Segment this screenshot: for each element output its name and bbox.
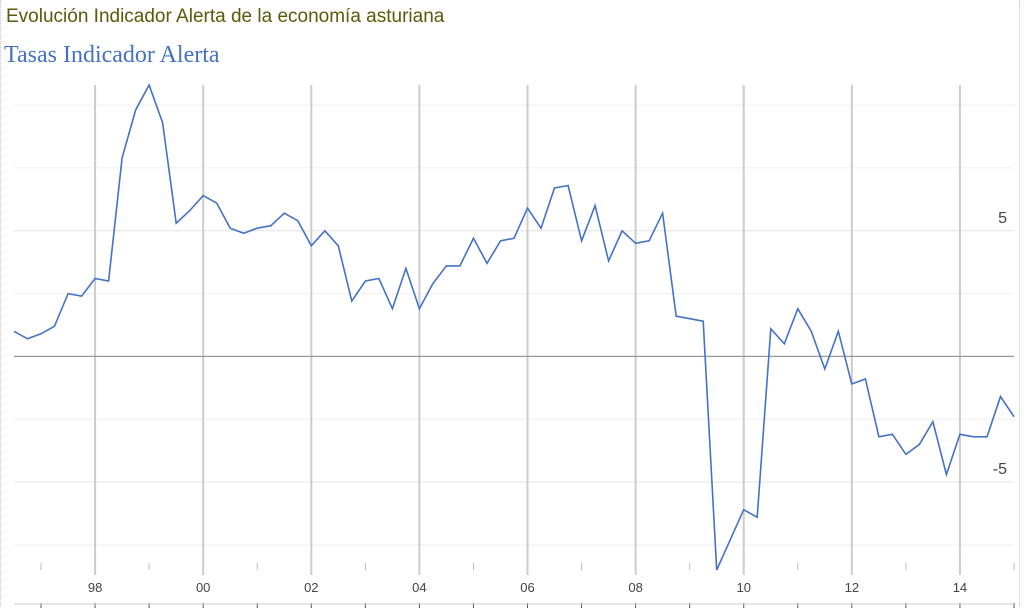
label-layer: 98 00 02 04 06 08 10 12 14 5 -5 (88, 210, 1007, 595)
x-tick-label: 10 (736, 580, 750, 595)
series-line (13, 83, 1015, 571)
axis-layer (14, 355, 1015, 608)
x-tick-label: 12 (845, 580, 859, 595)
x-tick-label: 04 (412, 580, 426, 595)
grid-layer (14, 85, 1015, 575)
y-tick-label: 5 (998, 210, 1007, 227)
y-tick-label: -5 (993, 461, 1007, 478)
chart-title: Tasas Indicador Alerta (4, 42, 220, 68)
series-layer (13, 83, 1015, 571)
page-heading: Evolución Indicador Alerta de la economí… (6, 6, 445, 27)
x-tick-label: 08 (628, 580, 642, 595)
x-tick-label: 02 (304, 580, 318, 595)
x-tick-label: 14 (953, 580, 967, 595)
x-tick-label: 98 (88, 580, 102, 595)
x-tick-label: 06 (520, 580, 534, 595)
x-tick-label: 00 (196, 580, 210, 595)
